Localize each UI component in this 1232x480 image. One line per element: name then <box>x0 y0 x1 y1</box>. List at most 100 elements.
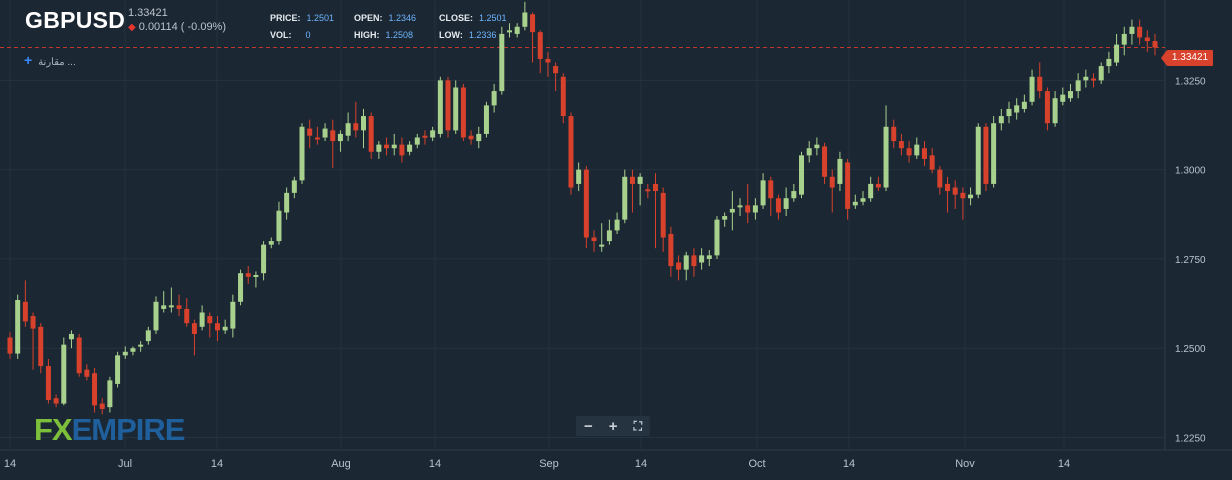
compare-button[interactable]: + مقارنة ... <box>24 52 76 68</box>
candle <box>238 269 244 306</box>
candle-body <box>660 192 666 238</box>
zoom-in-button[interactable]: + <box>608 417 618 435</box>
candle-body <box>1021 101 1027 109</box>
y-tick-label: 1.3250 <box>1175 76 1206 87</box>
candle <box>991 116 997 188</box>
y-axis-ticks: 1.3250 1.3000 1.2750 1.2500 1.2250 <box>1175 76 1206 444</box>
candle-body <box>583 169 589 238</box>
candle <box>599 223 605 252</box>
candle <box>929 148 935 174</box>
candle-body <box>829 176 835 188</box>
candle-body <box>668 233 674 267</box>
candle-body <box>921 148 927 159</box>
price-change-value: 0.00114 ( -0.09%) <box>138 21 227 33</box>
candle <box>261 241 267 281</box>
candle-body <box>261 244 267 274</box>
candle-body <box>337 133 343 142</box>
down-arrow-icon: ◆ <box>128 22 136 33</box>
candle-body <box>1106 58 1112 67</box>
zoom-out-button[interactable]: − <box>584 417 593 435</box>
candle-body <box>345 123 351 136</box>
candle <box>330 119 336 168</box>
price-change: ◆ 0.00114 ( -0.09%) <box>128 21 226 33</box>
candle <box>968 187 974 206</box>
x-tick-label: 14 <box>843 458 855 470</box>
candle-body <box>99 403 105 409</box>
candle <box>952 180 958 209</box>
candle <box>591 230 597 252</box>
candle <box>729 191 735 231</box>
candle <box>222 319 228 334</box>
candle <box>822 142 828 184</box>
candle-body <box>576 169 582 184</box>
candle <box>683 251 689 281</box>
candle <box>868 176 874 202</box>
candle <box>553 62 559 92</box>
fullscreen-icon[interactable]: ⛶ <box>633 418 642 433</box>
candle <box>92 367 98 413</box>
candle <box>491 83 497 113</box>
candle-body <box>153 301 159 331</box>
candle <box>691 248 697 277</box>
grid-lines <box>0 0 1165 450</box>
candle-body <box>1067 91 1073 99</box>
candle <box>937 166 943 195</box>
candle-body <box>368 116 374 152</box>
candle-body <box>729 208 735 213</box>
candle-body <box>422 135 428 138</box>
candle-body <box>284 192 290 213</box>
candle-body <box>230 301 236 329</box>
candle-body <box>22 301 28 322</box>
candle-body <box>130 348 136 352</box>
candle-body <box>614 219 620 231</box>
candle <box>706 250 712 267</box>
candle <box>1106 51 1112 74</box>
candle-body <box>453 87 459 131</box>
candle-body <box>414 137 420 145</box>
candle-body <box>699 255 705 263</box>
candle-body <box>737 205 743 208</box>
candle <box>921 141 927 167</box>
last-price-tag: 1.33421 <box>1161 50 1213 66</box>
candle-body <box>883 126 889 188</box>
stat-low-value: 1.2336 <box>468 30 497 40</box>
x-axis-ticks: 14 Jul 14 Aug 14 Sep 14 Oct 14 Nov 14 <box>4 458 1070 470</box>
candle-body <box>107 380 113 408</box>
candle <box>545 51 551 77</box>
candle <box>530 12 536 63</box>
candle-body <box>268 241 274 245</box>
stat-price: PRICE: 1.2501 <box>270 13 334 23</box>
candle-body <box>468 135 474 140</box>
candle <box>875 176 881 192</box>
candle <box>1144 30 1150 52</box>
candle <box>745 183 751 224</box>
candle <box>791 183 797 202</box>
candle <box>1021 94 1027 113</box>
candle-body <box>875 183 881 188</box>
candle <box>122 346 128 359</box>
candle-body <box>868 183 874 199</box>
candle-body <box>691 255 697 267</box>
candle <box>1083 69 1089 88</box>
candle-body <box>299 126 305 181</box>
candle-body <box>891 126 897 142</box>
candle-body <box>975 126 981 195</box>
candle-body <box>430 130 436 138</box>
stat-vol-label: VOL: <box>270 30 292 40</box>
candle-body <box>15 300 21 354</box>
candle <box>714 216 720 259</box>
candle <box>806 141 812 163</box>
candle-body <box>814 144 820 149</box>
candle <box>606 219 612 245</box>
candle <box>115 351 121 388</box>
candle <box>1098 62 1104 84</box>
candle <box>453 80 459 134</box>
candle <box>76 333 82 377</box>
candle-body <box>760 180 766 206</box>
candle-body <box>491 91 497 106</box>
stat-price-value: 1.2501 <box>306 13 335 23</box>
candle <box>1044 87 1050 131</box>
candle-body <box>68 333 74 340</box>
candle-body <box>645 189 651 192</box>
